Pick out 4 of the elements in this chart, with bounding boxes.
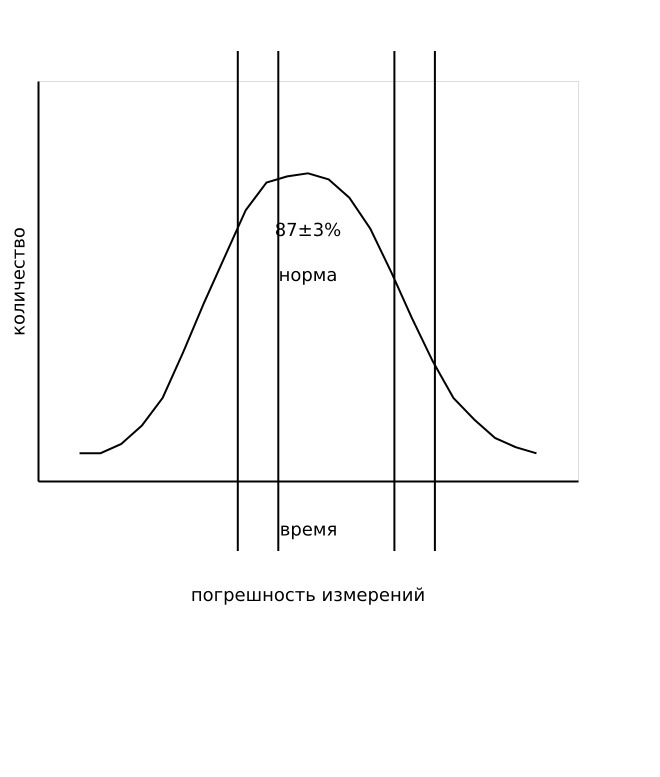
text: погрешность измерений: [190, 585, 426, 606]
x-axis-title: время: [280, 520, 338, 540]
annotation: норма: [278, 265, 338, 286]
y-axis-title: количество: [8, 227, 30, 336]
